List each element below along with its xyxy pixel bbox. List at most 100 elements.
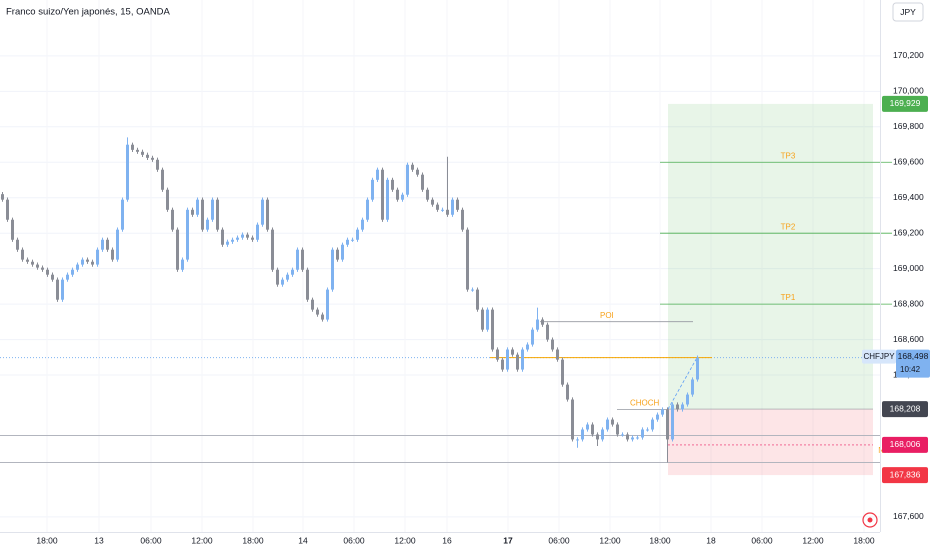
candle-body xyxy=(286,274,289,280)
candle-body xyxy=(481,309,484,330)
candle-body xyxy=(91,261,94,265)
candle-body xyxy=(386,179,389,220)
price-tag-label: 167,836 xyxy=(890,469,921,479)
candle-body xyxy=(301,249,304,270)
candle-body xyxy=(321,314,324,320)
candle-body xyxy=(421,174,424,190)
candle-body xyxy=(236,237,239,240)
candle-body xyxy=(201,199,204,230)
candle-body xyxy=(541,319,544,325)
candle-body xyxy=(676,404,679,410)
candle-body xyxy=(666,409,669,440)
x-tick-label: 14 xyxy=(298,535,308,545)
x-tick-label: 18:00 xyxy=(242,535,264,545)
x-tick-label: 06:00 xyxy=(140,535,162,545)
candle-body xyxy=(626,434,629,440)
candle-body xyxy=(546,324,549,340)
candle-body xyxy=(531,329,534,345)
y-tick-label: 168,600 xyxy=(893,334,924,344)
candle-body xyxy=(371,179,374,200)
candle-body xyxy=(101,239,104,250)
candle-body xyxy=(606,419,609,430)
y-tick-label: 170,000 xyxy=(893,86,924,96)
candle-body xyxy=(486,309,489,330)
candle-body xyxy=(491,309,494,350)
symbol-tag-label: CHFJPY xyxy=(863,352,895,361)
candle-body xyxy=(686,394,689,405)
candle-body xyxy=(96,249,99,265)
candle-body xyxy=(471,289,474,291)
candle-body xyxy=(456,199,459,210)
x-tick-label: 18:00 xyxy=(649,535,671,545)
candle-body xyxy=(461,209,464,230)
candle-body xyxy=(416,169,419,175)
y-tick-label: 169,600 xyxy=(893,157,924,167)
candle-body xyxy=(256,224,259,240)
price-tag-label: 168,208 xyxy=(890,403,921,413)
x-tick-label: 12:00 xyxy=(191,535,213,545)
position-layer xyxy=(668,103,873,476)
candle-body xyxy=(526,344,529,350)
candle-body xyxy=(11,219,14,240)
candle-body xyxy=(591,424,594,435)
x-tick-label: 13 xyxy=(94,535,104,545)
candle-body xyxy=(6,199,9,220)
candle-body xyxy=(671,404,674,440)
candle-body xyxy=(141,151,144,155)
x-tick-label: 12:00 xyxy=(394,535,416,545)
candle-body xyxy=(521,349,524,370)
y-tick-label: 167,600 xyxy=(893,511,924,521)
candle-body xyxy=(181,259,184,270)
candle-body xyxy=(346,239,349,245)
candles-layer xyxy=(1,137,699,463)
price-tag-label: 169,929 xyxy=(890,98,921,108)
drawings-layer xyxy=(0,161,892,463)
level-label: CHOCH xyxy=(630,399,660,408)
x-tick-label: 18:00 xyxy=(36,535,58,545)
candle-body xyxy=(576,439,579,441)
candle-body xyxy=(266,199,269,230)
candle-body xyxy=(586,424,589,430)
candle-body xyxy=(226,241,229,245)
candle-body xyxy=(146,154,149,158)
candle-body xyxy=(71,269,74,275)
candle-body xyxy=(126,144,129,200)
candle-body xyxy=(56,279,59,300)
currency-button[interactable] xyxy=(892,2,924,22)
candle-body xyxy=(361,219,364,230)
candle-body xyxy=(76,264,79,270)
candle-body xyxy=(581,429,584,440)
x-tick-label: 18 xyxy=(706,535,716,545)
candle-body xyxy=(196,199,199,215)
target-icon-dot[interactable] xyxy=(867,517,873,523)
candle-body xyxy=(561,359,564,385)
x-tick-label: 18:00 xyxy=(853,535,875,545)
candle-body xyxy=(376,169,379,180)
currency-label[interactable]: JPY xyxy=(900,7,916,17)
current-price-label: 168,498 xyxy=(898,351,929,361)
candle-body xyxy=(116,229,119,260)
candle-body xyxy=(516,354,519,370)
candle-body xyxy=(496,349,499,360)
x-tick-label: 06:00 xyxy=(751,535,773,545)
grid-layer xyxy=(0,55,880,518)
candle-body xyxy=(306,269,309,300)
candle-body xyxy=(506,349,509,370)
candle-body xyxy=(131,144,134,150)
candle-body xyxy=(166,189,169,210)
x-tick-label: 16 xyxy=(442,535,452,545)
candle-body xyxy=(391,179,394,190)
candle-body xyxy=(136,149,139,152)
candle-body xyxy=(536,319,539,330)
level-label: TP3 xyxy=(781,151,796,160)
y-tick-label: 168,800 xyxy=(893,298,924,308)
candle-body xyxy=(86,259,89,262)
y-tick-label: 170,200 xyxy=(893,50,924,60)
candle-body xyxy=(556,349,559,360)
y-tick-label: 169,800 xyxy=(893,121,924,131)
candle-body xyxy=(696,357,699,380)
candle-body xyxy=(26,259,29,262)
target-icon[interactable] xyxy=(862,512,878,528)
candle-body xyxy=(411,164,414,170)
